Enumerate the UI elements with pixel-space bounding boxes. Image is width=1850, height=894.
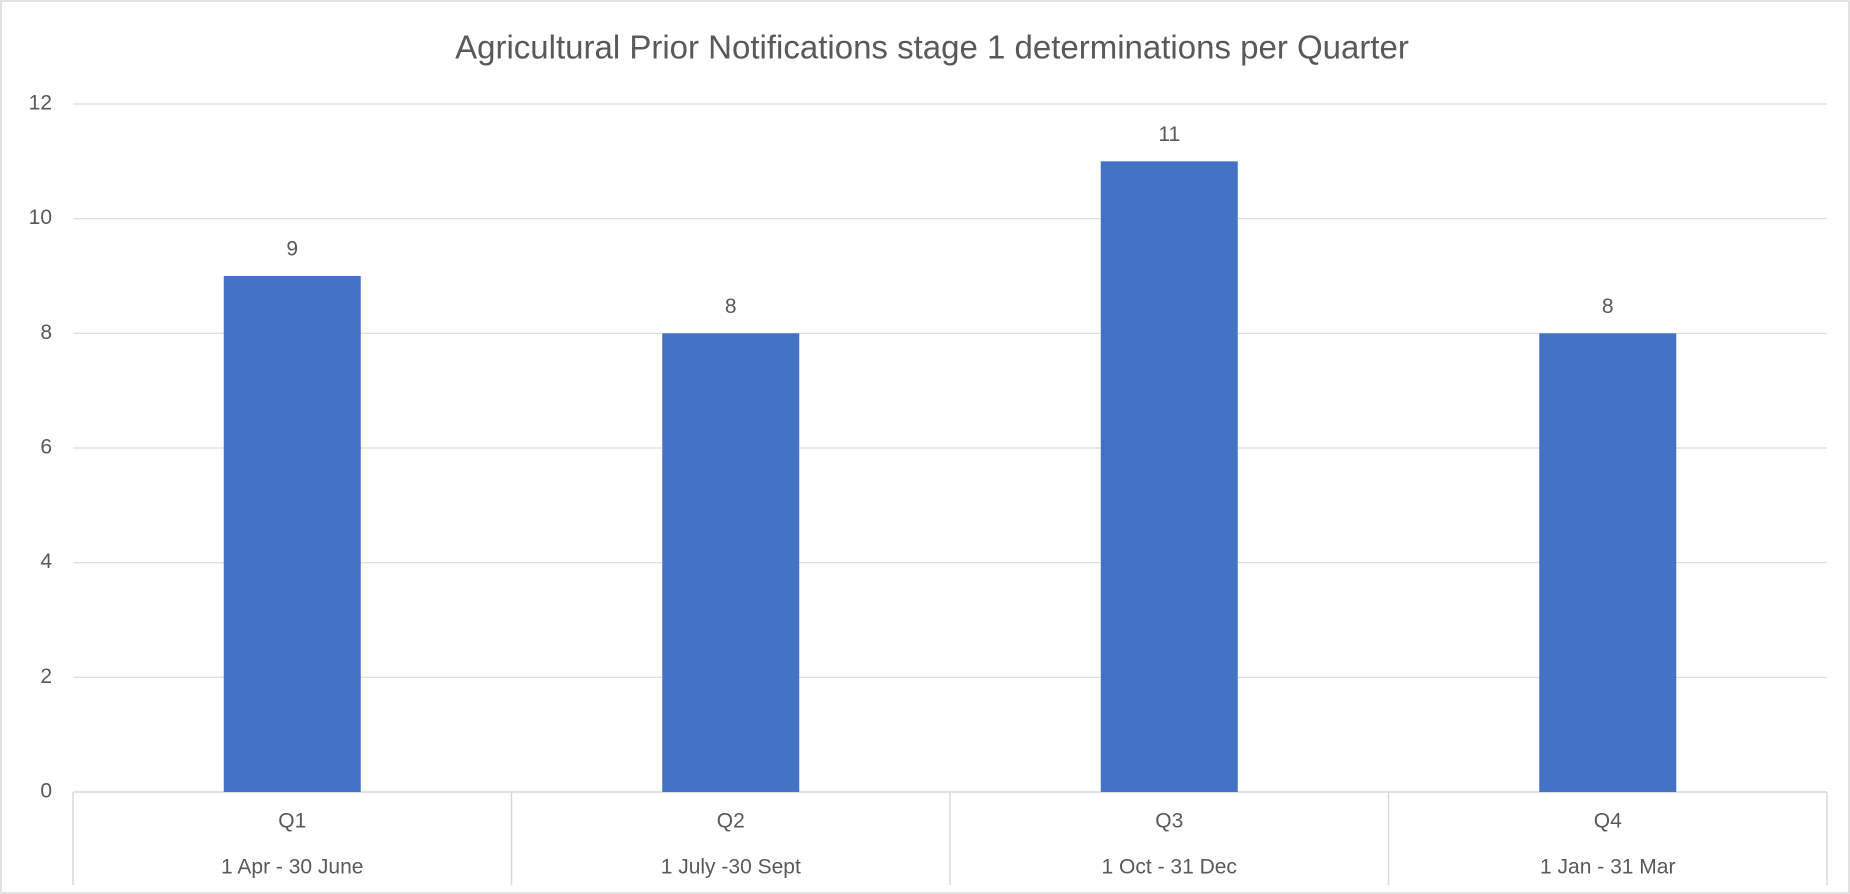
y-tick-label: 6 (40, 436, 52, 459)
y-tick-label: 12 (29, 92, 52, 115)
bar (1100, 161, 1238, 793)
data-label: 9 (286, 238, 298, 261)
data-label: 8 (725, 295, 737, 318)
data-label: 8 (1602, 295, 1614, 318)
y-tick-label: 10 (29, 206, 52, 229)
x-tick-label: Q3 (1155, 810, 1183, 833)
y-tick-label: 8 (40, 321, 52, 344)
x-tick-sublabel: 1 Apr - 30 June (221, 856, 363, 879)
bar (1539, 333, 1677, 792)
chart-title: Agricultural Prior Notifications stage 1… (455, 29, 1409, 66)
bar (662, 333, 800, 792)
y-tick-label: 2 (40, 665, 52, 688)
y-tick-label: 0 (40, 780, 52, 803)
bar (223, 276, 361, 792)
x-tick-sublabel: 1 Oct - 31 Dec (1102, 856, 1237, 879)
y-tick-label: 4 (40, 550, 52, 573)
x-tick-label: Q1 (278, 810, 306, 833)
x-tick-label: Q2 (717, 810, 745, 833)
data-label: 11 (1158, 123, 1180, 146)
x-tick-label: Q4 (1594, 810, 1622, 833)
x-tick-sublabel: 1 Jan - 31 Mar (1540, 856, 1675, 879)
x-tick-sublabel: 1 July -30 Sept (661, 856, 801, 879)
